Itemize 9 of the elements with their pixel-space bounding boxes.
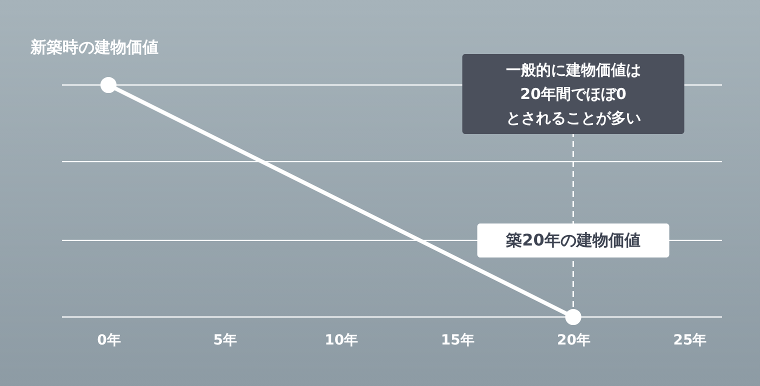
x-tick-label: 10年	[324, 332, 358, 348]
x-tick-label: 20年	[557, 332, 591, 348]
x-tick-label: 15年	[440, 332, 474, 348]
x-tick-label: 5年	[213, 332, 238, 348]
x-tick-label: 0年	[97, 332, 121, 348]
annotation: 一般的に建物価値は 20年間でほぼ0 とされることが多い	[506, 61, 641, 127]
annotation: 築20年の建物価値	[505, 230, 640, 250]
x-tick-label: 25年	[673, 332, 707, 348]
y-axis-title: 新築時の建物価値	[30, 38, 158, 56]
